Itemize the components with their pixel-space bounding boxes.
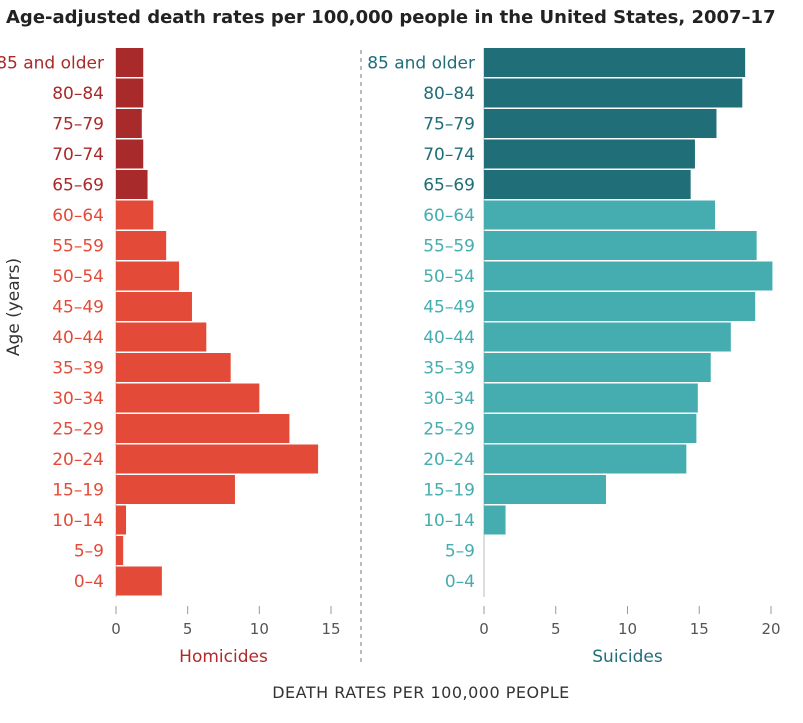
homicides-category-label: 75–79 <box>52 115 104 135</box>
homicides-bar <box>116 109 142 138</box>
homicides-category-label: 60–64 <box>52 206 104 226</box>
homicides-bar <box>116 139 144 169</box>
homicides-bar <box>116 322 207 352</box>
suicides-panel: 85 and older80–8475–7970–7465–6960–6455–… <box>367 48 781 667</box>
homicides-category-label: 35–39 <box>52 359 104 379</box>
homicides-panel: 85 and older80–8475–7970–7465–6960–6455–… <box>0 48 341 667</box>
suicides-tick-label: 20 <box>761 620 780 638</box>
homicides-category-label: 45–49 <box>52 298 104 318</box>
homicides-bar <box>116 536 124 565</box>
homicides-category-label: 50–54 <box>52 267 104 287</box>
suicides-category-label: 65–69 <box>423 176 475 196</box>
suicides-tick-label: 10 <box>618 620 637 638</box>
homicides-category-label: 5–9 <box>74 542 104 562</box>
homicides-tick-label: 10 <box>250 620 269 638</box>
suicides-bar <box>484 139 695 169</box>
suicides-bar <box>484 353 711 382</box>
homicides-category-label: 0–4 <box>74 572 104 592</box>
suicides-bar <box>484 383 698 413</box>
homicides-bar <box>116 261 180 291</box>
suicides-tick-label: 0 <box>479 620 489 638</box>
homicides-bar <box>116 170 148 199</box>
suicides-bar <box>484 231 757 260</box>
homicides-bar <box>116 505 127 535</box>
suicides-bar <box>484 414 697 443</box>
suicides-bar <box>484 200 716 230</box>
homicides-category-label: 70–74 <box>52 145 104 165</box>
suicides-tick-label: 5 <box>551 620 561 638</box>
homicides-category-label: 85 and older <box>0 54 104 74</box>
homicides-category-label: 40–44 <box>52 328 104 348</box>
suicides-bar <box>484 505 506 535</box>
suicides-bar <box>484 78 743 108</box>
suicides-category-label: 50–54 <box>423 267 475 287</box>
suicides-bar <box>484 292 756 321</box>
suicides-bar <box>484 48 746 77</box>
suicides-panel-label: Suicides <box>592 647 663 667</box>
suicides-category-label: 45–49 <box>423 298 475 318</box>
suicides-category-label: 10–14 <box>423 511 475 531</box>
homicides-bar <box>116 475 235 504</box>
homicides-category-label: 15–19 <box>52 481 104 501</box>
homicides-bar <box>116 48 144 77</box>
homicides-tick-label: 5 <box>183 620 193 638</box>
suicides-category-label: 70–74 <box>423 145 475 165</box>
suicides-bar <box>484 261 773 291</box>
homicides-bar <box>116 444 319 474</box>
suicides-category-label: 55–59 <box>423 237 475 257</box>
homicides-bar <box>116 566 162 596</box>
homicides-category-label: 25–29 <box>52 420 104 440</box>
suicides-bar <box>484 170 691 199</box>
chart-title: Age-adjusted death rates per 100,000 peo… <box>6 7 776 28</box>
suicides-bar <box>484 444 687 474</box>
suicides-bar <box>484 322 731 352</box>
homicides-bar <box>116 292 192 321</box>
homicides-category-label: 30–34 <box>52 389 104 409</box>
homicides-bar <box>116 353 231 382</box>
suicides-category-label: 30–34 <box>423 389 475 409</box>
homicides-bar <box>116 383 260 413</box>
suicides-category-label: 80–84 <box>423 84 475 104</box>
homicides-panel-label: Homicides <box>179 647 268 667</box>
suicides-category-label: 0–4 <box>445 572 475 592</box>
y-axis-title: Age (years) <box>4 258 24 356</box>
homicides-tick-label: 15 <box>321 620 340 638</box>
suicides-category-label: 25–29 <box>423 420 475 440</box>
homicides-bar <box>116 231 167 260</box>
suicides-bar <box>484 475 606 504</box>
homicides-category-label: 80–84 <box>52 84 104 104</box>
suicides-category-label: 20–24 <box>423 450 475 470</box>
homicides-category-label: 10–14 <box>52 511 104 531</box>
suicides-bar <box>484 109 717 138</box>
suicides-category-label: 75–79 <box>423 115 475 135</box>
homicides-tick-label: 0 <box>111 620 121 638</box>
homicides-bar <box>116 78 144 108</box>
suicides-category-label: 5–9 <box>445 542 475 562</box>
homicides-category-label: 20–24 <box>52 450 104 470</box>
homicides-category-label: 65–69 <box>52 176 104 196</box>
suicides-category-label: 60–64 <box>423 206 475 226</box>
suicides-category-label: 15–19 <box>423 481 475 501</box>
suicides-category-label: 35–39 <box>423 359 475 379</box>
x-axis-title: DEATH RATES PER 100,000 PEOPLE <box>272 683 570 702</box>
homicides-bar <box>116 414 290 443</box>
homicides-category-label: 55–59 <box>52 237 104 257</box>
suicides-category-label: 40–44 <box>423 328 475 348</box>
suicides-category-label: 85 and older <box>367 54 475 74</box>
homicides-bar <box>116 200 154 230</box>
suicides-tick-label: 15 <box>690 620 709 638</box>
